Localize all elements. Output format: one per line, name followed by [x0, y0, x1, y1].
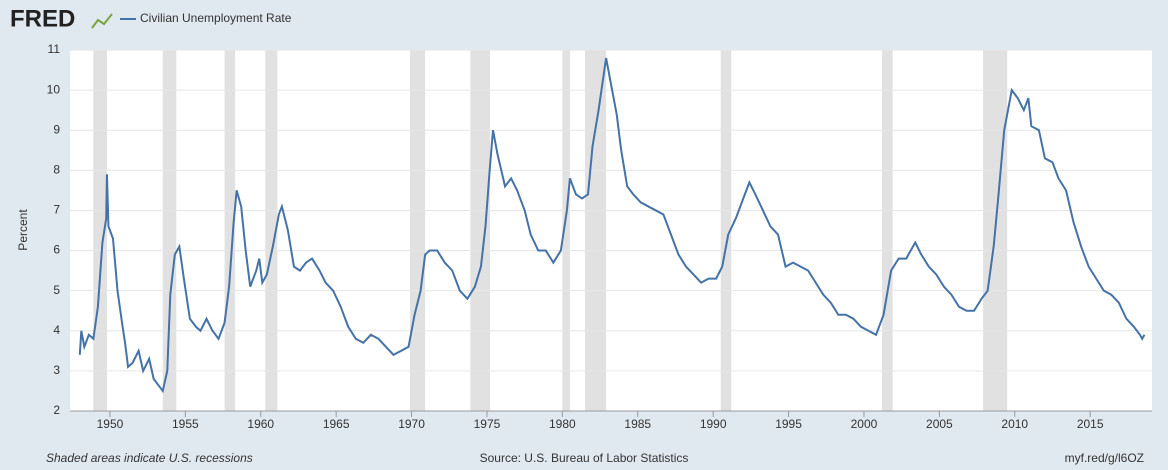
x-tick-label: 2010	[1001, 417, 1028, 431]
x-tick-label: 1965	[323, 417, 350, 431]
short-link[interactable]: myf.red/g/l6OZ	[1065, 451, 1144, 465]
legend-label: Civilian Unemployment Rate	[140, 11, 292, 25]
x-tick-label: 1990	[700, 417, 727, 431]
x-tick-label: 1980	[549, 417, 576, 431]
x-tick-label: 1955	[172, 417, 199, 431]
x-tick-label: 1950	[97, 417, 124, 431]
recession-band	[584, 50, 607, 411]
x-tick-label: 1975	[474, 417, 501, 431]
y-tick-label: 9	[53, 122, 60, 136]
recession-band	[224, 50, 236, 411]
x-tick-label: 1985	[624, 417, 651, 431]
plot-area	[70, 50, 1152, 411]
series-line	[78, 57, 1146, 394]
recession-band	[562, 50, 570, 411]
x-tick-label: 2000	[851, 417, 878, 431]
x-tick-label: 2015	[1077, 417, 1104, 431]
logo-icon	[91, 13, 113, 29]
recession-band	[162, 50, 177, 411]
y-tick-label: 8	[53, 163, 60, 177]
recession-band	[410, 50, 426, 411]
x-tick-label: 1960	[247, 417, 274, 431]
recession-band	[265, 50, 278, 411]
y-tick-label: 5	[53, 283, 60, 297]
y-tick-label: 11	[48, 42, 61, 56]
x-tick-label: 1970	[398, 417, 425, 431]
recession-band	[470, 50, 490, 411]
y-tick-label: 6	[53, 243, 60, 257]
recession-band	[720, 50, 732, 411]
source: Source: U.S. Bureau of Labor Statistics	[480, 451, 689, 465]
y-tick-label: 7	[53, 203, 60, 217]
y-axis-label: Percent	[16, 209, 30, 251]
y-tick-label: 10	[47, 82, 61, 96]
x-tick-label: 2005	[926, 417, 953, 431]
y-tick-label: 3	[53, 363, 60, 377]
recession-band	[882, 50, 893, 411]
x-tick-label: 1995	[775, 417, 802, 431]
brand-logo: FRED	[10, 5, 75, 32]
y-tick-label: 4	[53, 323, 60, 337]
recession-note: Shaded areas indicate U.S. recessions	[46, 451, 253, 465]
y-tick-label: 2	[53, 403, 60, 417]
